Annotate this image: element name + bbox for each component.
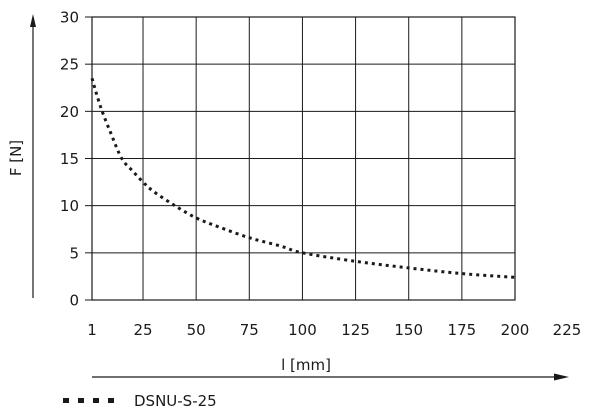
y-axis-arrow-head — [30, 14, 36, 27]
y-tick-label: 15 — [60, 150, 79, 168]
x-tick-label: 225 — [553, 321, 582, 339]
legend-swatch-dsnu-s-25 — [63, 398, 114, 403]
x-tick-label: 25 — [133, 321, 152, 339]
series-layer — [90, 77, 516, 279]
y-tick-labels: 0 5 10 15 20 25 30 — [60, 9, 92, 310]
series-line-dsnu-s-25 — [90, 77, 516, 279]
x-tick-label: 1 — [87, 321, 97, 339]
y-tick-label: 10 — [60, 197, 79, 215]
x-tick-label: 200 — [501, 321, 530, 339]
x-tick-label: 50 — [187, 321, 206, 339]
x-tick-label: 125 — [341, 321, 370, 339]
x-axis-label: l [mm] — [281, 356, 331, 374]
x-tick-label: 100 — [288, 321, 317, 339]
y-tick-label: 30 — [60, 9, 79, 27]
y-tick-label: 0 — [69, 292, 79, 310]
x-tick-labels: 1 25 50 75 100 125 150 175 200 225 — [87, 321, 581, 339]
y-tick-label: 20 — [60, 103, 79, 121]
x-tick-label: 75 — [240, 321, 259, 339]
x-axis-arrow-head — [554, 373, 569, 381]
y-tick-label: 5 — [69, 244, 79, 262]
legend: DSNU-S-25 — [63, 392, 217, 410]
x-tick-label: 175 — [448, 321, 477, 339]
y-axis-label: F [N] — [7, 140, 25, 176]
y-tick-label: 25 — [60, 56, 79, 74]
grid — [91, 16, 516, 301]
x-tick-label: 150 — [394, 321, 423, 339]
legend-label-dsnu-s-25: DSNU-S-25 — [134, 392, 217, 410]
